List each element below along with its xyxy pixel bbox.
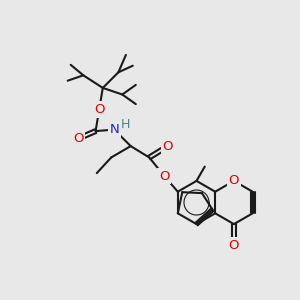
Text: O: O — [159, 169, 169, 183]
Text: O: O — [94, 103, 104, 116]
Text: O: O — [229, 239, 239, 252]
Text: O: O — [229, 174, 239, 188]
Text: O: O — [163, 140, 173, 153]
Text: N: N — [109, 123, 119, 136]
Text: H: H — [121, 118, 130, 131]
Text: O: O — [73, 132, 83, 145]
